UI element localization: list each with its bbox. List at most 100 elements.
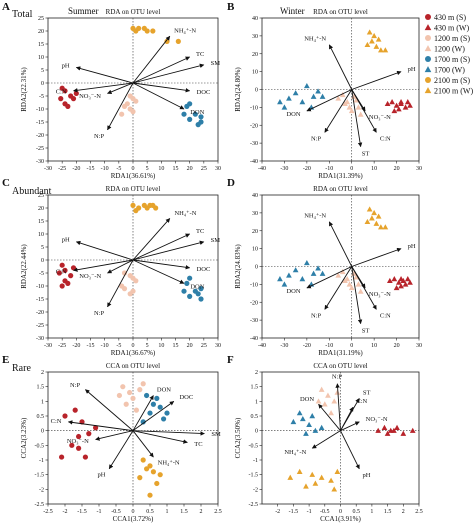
- y-tick-label: 5: [41, 245, 44, 251]
- data-point: [133, 208, 139, 214]
- env-vector-arrow: [132, 259, 185, 284]
- data-point: [198, 296, 204, 302]
- x-axis-label: RDA1(36.67%): [111, 349, 156, 357]
- env-vector-arrow: [318, 403, 341, 431]
- x-tick-label: -40: [258, 166, 266, 172]
- y-tick-label: -2: [39, 487, 44, 493]
- data-point: [398, 283, 404, 289]
- x-tick-label: -2: [63, 509, 68, 515]
- x-tick-label: -20: [72, 343, 80, 349]
- env-vector-arrow: [132, 430, 154, 458]
- data-point: [303, 430, 309, 436]
- env-vector-arrow: [132, 82, 185, 110]
- data-point: [391, 276, 398, 282]
- y-tick-label: -2: [253, 487, 258, 493]
- x-tick-label: -0.5: [320, 509, 330, 515]
- y-tick-label: -0.5: [35, 443, 45, 449]
- x-tick-label: 1: [370, 509, 373, 515]
- env-vector-label: C:N: [380, 312, 391, 319]
- data-point: [319, 93, 326, 99]
- data-point: [161, 416, 167, 422]
- data-point: [353, 274, 360, 280]
- x-tick-label: 2.5: [415, 509, 423, 515]
- x-tick-label: 20: [187, 166, 193, 172]
- env-vector-arrow: [107, 82, 134, 131]
- y-tick-label: 0: [41, 258, 44, 264]
- x-tick-label: -1.5: [77, 509, 87, 515]
- y-tick-label: 1: [255, 399, 258, 405]
- data-point: [164, 410, 170, 416]
- data-point: [373, 43, 380, 49]
- data-point: [140, 419, 146, 425]
- x-tick-label: 25: [201, 166, 207, 172]
- data-point: [369, 215, 375, 221]
- data-point: [395, 279, 402, 285]
- data-point: [346, 281, 353, 287]
- data-point: [303, 483, 309, 489]
- panel-title: RDA on OTU level: [313, 185, 368, 193]
- panel-title: RDA on OTU level: [106, 185, 161, 193]
- data-point: [400, 430, 407, 436]
- data-point: [310, 270, 317, 276]
- legend-marker: [425, 77, 431, 83]
- x-tick-label: -1: [307, 509, 312, 515]
- data-point: [147, 410, 153, 416]
- data-point: [348, 284, 355, 291]
- env-vector-label: NH₄⁺-N: [284, 449, 306, 456]
- panel-letter: A: [2, 1, 10, 13]
- data-point: [140, 457, 146, 463]
- env-vector-arrow: [306, 266, 352, 289]
- env-vector-label: pH: [62, 237, 70, 244]
- y-tick-label: 2: [41, 370, 44, 376]
- env-vector-label: DOC: [197, 266, 211, 273]
- env-vector-arrow: [132, 430, 188, 444]
- data-point: [137, 475, 143, 481]
- env-vector-arrow: [85, 389, 134, 432]
- env-vector-label: NO₃⁻-N: [366, 416, 388, 423]
- data-point: [386, 277, 393, 284]
- data-point: [364, 41, 371, 48]
- data-point: [339, 91, 346, 98]
- y-tick-label: -15: [36, 297, 44, 303]
- y-tick-label: -0.5: [249, 443, 259, 449]
- data-point: [123, 401, 129, 407]
- data-point: [342, 100, 348, 107]
- env-vector-label: SM: [211, 60, 221, 67]
- panel-c: C RDA on OTU level -30 -25 -20 -15 -10 -5 0 5 10 15…: [2, 177, 221, 357]
- data-point: [334, 389, 341, 395]
- panel-subtitle: Winter: [280, 6, 305, 16]
- env-vector-label: NH₄⁺-N: [174, 28, 196, 35]
- data-point: [306, 421, 312, 428]
- data-point: [130, 202, 136, 208]
- env-vector-label: NO₃⁻-N: [369, 291, 391, 298]
- panel-subtitle: Summer: [68, 6, 99, 16]
- x-tick-label: 20: [394, 166, 400, 172]
- y-tick-label: 15: [38, 219, 44, 225]
- env-vector-label: DON: [300, 396, 314, 403]
- data-point: [192, 288, 198, 294]
- data-point: [150, 469, 156, 475]
- env-vector-label: NH₄⁺-N: [304, 36, 326, 43]
- data-point: [277, 99, 283, 105]
- x-axis-label: RDA1(31.19%): [318, 349, 363, 357]
- x-tick-label: -30: [44, 166, 52, 172]
- env-vector-arrow: [95, 430, 134, 441]
- data-point: [382, 47, 389, 53]
- x-tick-label: -5: [116, 166, 121, 172]
- data-point: [130, 288, 136, 294]
- data-point: [154, 480, 160, 487]
- panel-letter: B: [227, 1, 235, 13]
- data-point: [310, 93, 317, 99]
- data-point: [286, 95, 292, 101]
- x-tick-label: 15: [173, 343, 179, 349]
- y-tick-label: -2.5: [35, 502, 45, 508]
- env-vector-arrow: [324, 266, 353, 310]
- x-tick-label: 2: [402, 509, 405, 515]
- env-vector-arrow: [75, 240, 134, 261]
- data-point: [59, 262, 65, 268]
- env-vector-arrow: [67, 420, 134, 432]
- env-vector-label: NO₃⁻-N: [67, 438, 89, 445]
- x-tick-label: 0: [350, 343, 353, 349]
- y-tick-label: 1: [41, 399, 44, 405]
- x-tick-label: -15: [87, 343, 95, 349]
